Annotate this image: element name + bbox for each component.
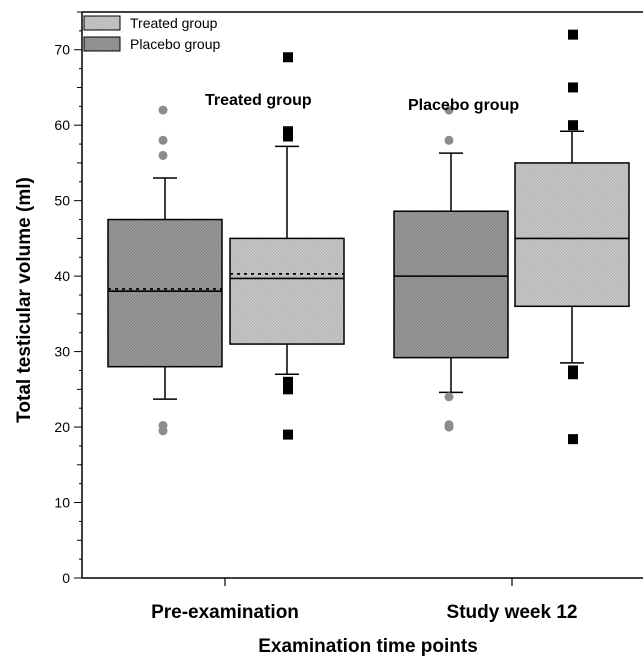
box-light-pre-examination bbox=[229, 145, 345, 375]
legend: Treated group Placebo group bbox=[83, 15, 221, 52]
outlier-point bbox=[568, 434, 578, 445]
outlier-point bbox=[568, 29, 578, 40]
legend-swatch-placebo bbox=[83, 36, 121, 52]
legend-label-treated: Treated group bbox=[130, 15, 218, 31]
y-tick-label: 20 bbox=[54, 419, 70, 435]
outlier-markers bbox=[158, 29, 578, 445]
box-series bbox=[107, 130, 630, 400]
outlier-point bbox=[158, 426, 168, 436]
legend-swatch-treated bbox=[83, 15, 121, 31]
y-tick-label: 30 bbox=[54, 344, 70, 360]
outlier-point bbox=[568, 120, 578, 131]
box-dark-pre-examination bbox=[107, 177, 223, 400]
annotation-treated-group: Treated group bbox=[205, 92, 312, 109]
y-axis: 0 10 20 30 40 50 60 70 bbox=[54, 11, 83, 586]
outlier-point bbox=[444, 392, 454, 402]
outlier-point bbox=[444, 135, 454, 145]
x-axis-title: Examination time points bbox=[258, 636, 478, 657]
box-iqr bbox=[393, 210, 509, 359]
x-category-label: Study week 12 bbox=[447, 602, 578, 623]
outlier-point bbox=[444, 105, 454, 115]
x-category-label: Pre-examination bbox=[151, 602, 299, 623]
outlier-point bbox=[158, 105, 168, 115]
annotations: Treated group Placebo group bbox=[205, 92, 519, 114]
box-iqr bbox=[514, 162, 630, 308]
outlier-point bbox=[568, 369, 578, 380]
box-iqr bbox=[107, 218, 223, 368]
y-tick-label: 60 bbox=[54, 117, 70, 133]
y-tick-label: 0 bbox=[62, 570, 70, 586]
x-axis: Pre-examination Study week 12 bbox=[82, 577, 643, 623]
outlier-point bbox=[444, 422, 454, 432]
outlier-point bbox=[283, 126, 293, 137]
y-tick-label: 50 bbox=[54, 193, 70, 209]
box-dark-study-week-12 bbox=[393, 152, 509, 394]
outlier-point bbox=[283, 52, 293, 63]
box-iqr bbox=[229, 237, 345, 345]
annotation-placebo-group: Placebo group bbox=[408, 97, 519, 114]
box-light-study-week-12 bbox=[514, 130, 630, 364]
y-axis-title: Total testicular volume (ml) bbox=[14, 177, 35, 423]
outlier-point bbox=[283, 131, 293, 142]
y-tick-label: 10 bbox=[54, 495, 70, 511]
outlier-point bbox=[158, 150, 168, 160]
legend-label-placebo: Placebo group bbox=[130, 36, 221, 52]
outlier-point bbox=[568, 82, 578, 93]
outlier-point bbox=[283, 429, 293, 440]
y-tick-label: 40 bbox=[54, 268, 70, 284]
outlier-point bbox=[283, 376, 293, 387]
outlier-point bbox=[283, 384, 293, 395]
y-tick-label: 70 bbox=[54, 42, 70, 58]
outlier-point bbox=[158, 135, 168, 145]
